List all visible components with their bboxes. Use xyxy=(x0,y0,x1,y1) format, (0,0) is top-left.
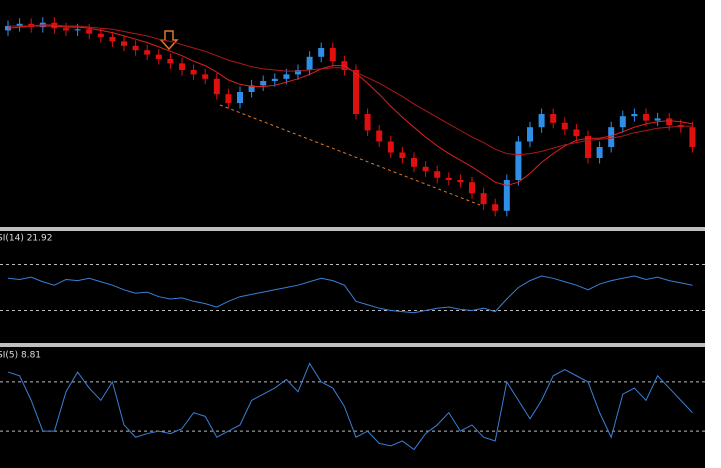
candle-body xyxy=(132,45,139,51)
trend-line xyxy=(219,104,481,206)
candle-body xyxy=(179,63,185,70)
candle-body xyxy=(97,33,104,37)
background xyxy=(0,0,705,468)
candle-body xyxy=(74,29,81,31)
moving-average xyxy=(7,25,693,187)
candle-body xyxy=(561,122,568,130)
candle-body xyxy=(608,127,615,147)
candle-body xyxy=(51,22,58,29)
candle-body xyxy=(399,152,406,158)
candle-body xyxy=(213,78,220,95)
candle-body xyxy=(422,166,429,172)
candle-body xyxy=(445,177,452,180)
candle-body xyxy=(248,85,255,92)
candle-body xyxy=(654,118,661,121)
indicator-line xyxy=(7,275,693,314)
candle-body xyxy=(318,48,325,57)
indicator-label: SI(5) 8.81 xyxy=(0,351,41,361)
candle-body xyxy=(387,141,394,153)
candle-body xyxy=(225,94,232,103)
candle-body xyxy=(86,29,93,34)
indicator-line xyxy=(7,362,693,451)
candle-body xyxy=(237,92,243,103)
indicator-label: SI(14) 21.92 xyxy=(0,234,52,244)
candle-body xyxy=(631,114,638,117)
candle-body xyxy=(619,116,626,128)
candle-body xyxy=(596,147,603,158)
candle-body xyxy=(16,23,23,26)
candle-body xyxy=(155,54,162,59)
candle-body xyxy=(550,114,557,123)
candle-body xyxy=(527,127,533,142)
candle-body xyxy=(295,70,301,75)
candle-body xyxy=(538,114,545,128)
candle-body xyxy=(469,182,475,194)
candle-body xyxy=(121,41,127,46)
candle-body xyxy=(353,70,359,114)
candle-body xyxy=(689,127,696,147)
candle-body xyxy=(666,118,673,125)
candle-body xyxy=(306,56,313,70)
candle-body xyxy=(434,171,441,178)
candle-body xyxy=(271,78,278,81)
candle-body xyxy=(144,50,151,55)
candle-body xyxy=(364,114,371,131)
candle-body xyxy=(260,81,267,86)
candle-body xyxy=(457,180,464,183)
candle-body xyxy=(515,141,522,180)
candle-body xyxy=(202,74,209,79)
panel-separator xyxy=(0,227,705,231)
candle-body xyxy=(411,158,417,167)
candle-body xyxy=(167,59,174,64)
candle-body xyxy=(573,129,580,136)
candle-body xyxy=(329,48,336,62)
candle-body xyxy=(643,114,649,121)
candle-body xyxy=(63,28,69,31)
moving-average xyxy=(8,24,693,156)
candle-body xyxy=(283,74,290,79)
candle-body xyxy=(109,37,116,42)
candle-body xyxy=(376,130,383,142)
panel-separator xyxy=(0,343,705,347)
candle-body xyxy=(480,193,487,205)
candle-body xyxy=(503,180,510,211)
candle-body xyxy=(492,204,499,211)
candle-body xyxy=(585,136,591,158)
candle-body xyxy=(190,70,197,75)
candle-body xyxy=(28,23,35,28)
